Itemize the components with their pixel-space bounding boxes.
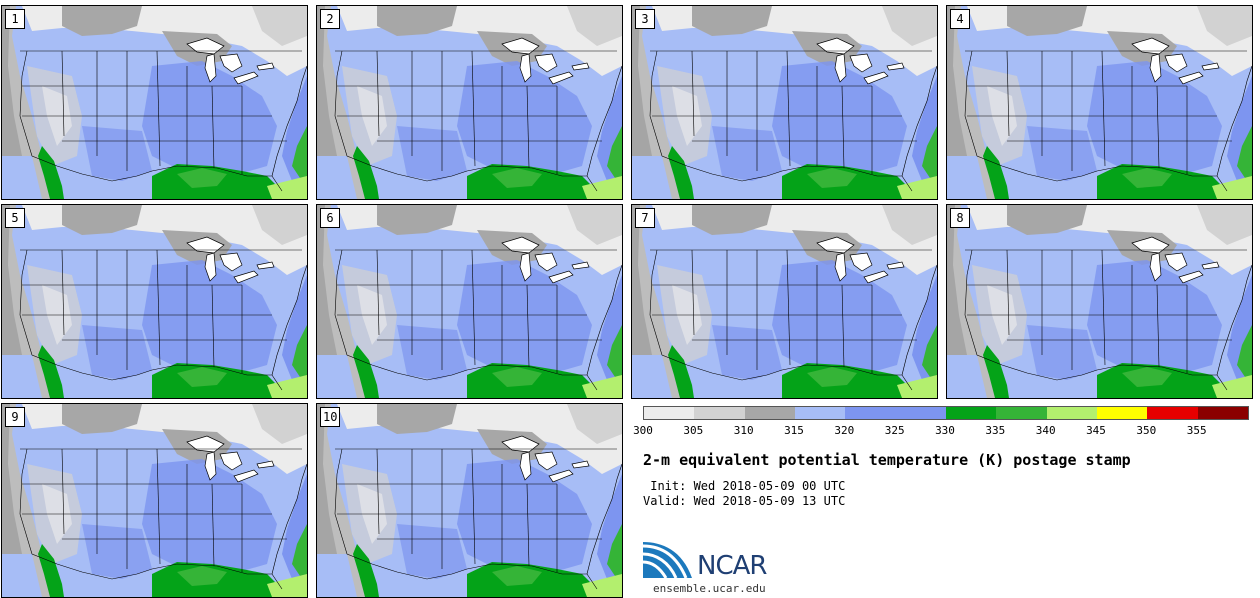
panel-number-label: 5 [5, 208, 25, 228]
colorbar-segment [794, 407, 846, 419]
map-svg [2, 205, 307, 398]
map-panel-9: 9 [1, 403, 308, 598]
colorbar-tick-label: 330 [935, 424, 955, 437]
map-svg [632, 205, 937, 398]
logo-name: NCAR [697, 551, 767, 581]
map-panel-5: 5 [1, 204, 308, 399]
colorbar-segment [694, 407, 745, 419]
map-panel-3: 3 [631, 5, 938, 200]
colorbar-tick-label: 350 [1136, 424, 1157, 437]
map-svg [317, 404, 622, 597]
colorbar-tick-label: 335 [985, 424, 1006, 437]
colorbar-tick-label: 355 [1186, 424, 1207, 437]
panel-number-label: 9 [5, 407, 25, 427]
panel-number-label: 6 [320, 208, 340, 228]
colorbar-segment [1147, 407, 1198, 419]
map-panel-1: 1 [1, 5, 308, 200]
valid-time: Valid: Wed 2018-05-09 13 UTC [643, 494, 846, 508]
panel-number-label: 7 [635, 208, 655, 228]
ncar-logo-icon [642, 542, 692, 579]
plot-title: 2-m equivalent potential temperature (K)… [643, 451, 1131, 469]
map-svg [317, 6, 622, 199]
map-svg [632, 6, 937, 199]
colorbar-segment [996, 407, 1047, 419]
panel-number-label: 2 [320, 9, 340, 29]
init-time: Init: Wed 2018-05-09 00 UTC [643, 479, 846, 493]
colorbar-segment [895, 407, 946, 419]
colorbar-segment [1197, 407, 1248, 419]
map-svg [2, 404, 307, 597]
colorbar [643, 406, 1249, 420]
colorbar-tick-label: 310 [733, 424, 754, 437]
map-panel-4: 4 [946, 5, 1253, 200]
panel-number-label: 1 [5, 9, 25, 29]
colorbar-tick-label: 345 [1086, 424, 1106, 437]
map-svg [947, 205, 1252, 398]
colorbar-tick-label: 315 [784, 424, 804, 437]
map-panel-6: 6 [316, 204, 623, 399]
colorbar-segment [744, 407, 795, 419]
map-panel-7: 7 [631, 204, 938, 399]
map-svg [317, 205, 622, 398]
colorbar-tick-label: 305 [683, 424, 704, 437]
colorbar-tick-label: 340 [1035, 424, 1056, 437]
colorbar-segment [945, 407, 997, 419]
colorbar-tick-label: 325 [884, 424, 905, 437]
map-svg [947, 6, 1252, 199]
panel-number-label: 4 [950, 9, 970, 29]
colorbar-tick-label: 300 [633, 424, 653, 437]
panel-number-label: 10 [320, 407, 341, 427]
map-panel-10: 10 [316, 403, 623, 598]
map-panel-2: 2 [316, 5, 623, 200]
init-valid-times: Init: Wed 2018-05-09 00 UTC Valid: Wed 2… [643, 479, 845, 509]
map-panel-8: 8 [946, 204, 1253, 399]
map-svg [2, 6, 307, 199]
panel-number-label: 8 [950, 208, 970, 228]
colorbar-segment [1046, 407, 1097, 419]
logo-url[interactable]: ensemble.ucar.edu [653, 582, 766, 595]
colorbar-tick-label: 320 [834, 424, 855, 437]
colorbar-segment [1096, 407, 1148, 419]
colorbar-segment [845, 407, 896, 419]
panel-number-label: 3 [635, 9, 655, 29]
colorbar-segment [644, 407, 695, 419]
